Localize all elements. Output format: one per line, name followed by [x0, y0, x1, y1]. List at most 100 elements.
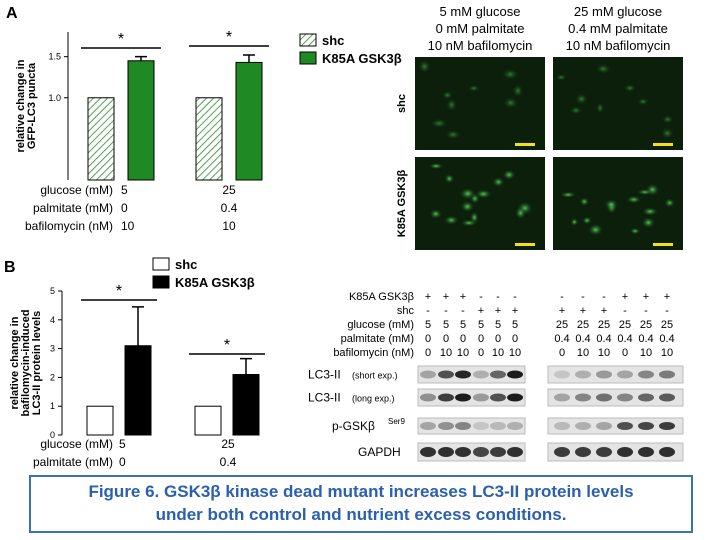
cell: [664, 198, 676, 208]
blot-condition-label: bafilomycin (nM): [333, 347, 414, 359]
band: [659, 422, 675, 430]
band-superscript: Ser9: [388, 417, 405, 426]
micrograph: [415, 57, 545, 150]
cell: [460, 219, 478, 227]
lane-value: 0: [478, 347, 484, 359]
band: [617, 447, 633, 457]
cell: [460, 200, 475, 213]
band: [596, 447, 612, 457]
bar: [124, 345, 152, 436]
y-tick-label: 2: [50, 372, 55, 382]
lane-value: -: [426, 305, 430, 317]
y-tick-label: 4: [50, 315, 55, 325]
lane-value: 10: [640, 347, 652, 359]
lane-value: +: [580, 305, 586, 317]
band: [659, 447, 675, 457]
lane-value: 0: [622, 347, 628, 359]
legend-swatch: [299, 51, 317, 65]
cell: [445, 97, 458, 112]
blot-condition-label: palmitate (mM): [341, 333, 414, 345]
cell: [595, 101, 605, 114]
condition-value: 25: [221, 437, 235, 451]
legend-swatch: [152, 257, 170, 271]
column-header: 25 mM glucose: [574, 4, 662, 19]
band: [438, 370, 454, 379]
micrographs: 5 mM glucose 0 mM palmitate 10 nM bafilomy…: [396, 4, 683, 252]
row-label: K85A GSK3β: [396, 170, 408, 238]
cell: [441, 90, 453, 100]
band: [554, 422, 570, 430]
band: [507, 422, 523, 430]
cell: [574, 92, 589, 105]
y-axis-label: relative change in: [9, 316, 21, 409]
lane-value: -: [581, 291, 585, 303]
y-tick-label: 0: [50, 430, 55, 440]
column-header: 10 nM bafilomycin: [428, 38, 533, 53]
lane-value: 0: [478, 333, 484, 345]
lane-value: 25: [619, 319, 631, 331]
band: [617, 370, 633, 379]
cell: [623, 83, 637, 93]
cell: [587, 223, 604, 236]
cell: [444, 173, 455, 184]
lane-value: 25: [556, 319, 568, 331]
legend-label: shc: [175, 257, 197, 272]
band: [617, 393, 633, 402]
lane-value: 5: [460, 319, 466, 331]
cell: [428, 162, 444, 170]
y-axis-label: GFP-LC3 puncta: [26, 62, 38, 149]
lane-value: 0: [512, 333, 518, 345]
lane-value: -: [479, 291, 483, 303]
condition-label: palmitate (mM): [33, 455, 113, 469]
band-label: LC3-II: [308, 368, 341, 382]
lane-value: 10: [440, 347, 452, 359]
cell: [469, 193, 480, 205]
lane-value: 0: [425, 333, 431, 345]
band: [638, 422, 654, 430]
scale-bar: [515, 143, 535, 146]
band: [575, 370, 591, 379]
blot-strip: [417, 388, 526, 407]
band: [490, 422, 506, 430]
lane-value: +: [443, 291, 449, 303]
band: [507, 370, 523, 379]
lane-value: 0.4: [617, 333, 632, 345]
lane-value: -: [461, 305, 465, 317]
lane-value: 0.4: [659, 333, 674, 345]
band: [473, 393, 489, 402]
blot-condition-label: glucose (mM): [347, 319, 414, 331]
cell: [604, 198, 619, 211]
lane-value: 0: [425, 347, 431, 359]
lane-value: +: [425, 291, 431, 303]
blot-strip: [547, 417, 684, 435]
lane-value: 0.4: [575, 333, 590, 345]
cell: [582, 216, 592, 225]
band: [455, 393, 471, 402]
lane-value: 0.4: [596, 333, 611, 345]
lane-value: -: [444, 305, 448, 317]
cell: [569, 106, 583, 115]
condition-label: glucose (mM): [40, 437, 113, 451]
lane-value: +: [664, 291, 670, 303]
condition-label: bafilomycin (nM): [25, 219, 113, 233]
lane-value: -: [602, 291, 606, 303]
condition-value: 0.4: [221, 201, 238, 215]
band: [554, 393, 570, 402]
cell: [429, 208, 443, 220]
lane-value: 5: [425, 319, 431, 331]
bar: [87, 97, 115, 181]
caption: under both control and nutrient excess c…: [156, 505, 567, 524]
y-tick-label: 1.5: [48, 52, 61, 62]
lane-value: 0: [460, 333, 466, 345]
column-header: 0 mM palmitate: [436, 21, 525, 36]
cell: [502, 97, 519, 109]
band: [438, 422, 454, 430]
band: [617, 422, 633, 430]
band-label: LC3-II: [308, 391, 341, 405]
band: [473, 447, 489, 457]
bar: [194, 405, 222, 436]
scale-bar: [515, 243, 535, 246]
band: [455, 422, 471, 430]
lane-value: 25: [577, 319, 589, 331]
